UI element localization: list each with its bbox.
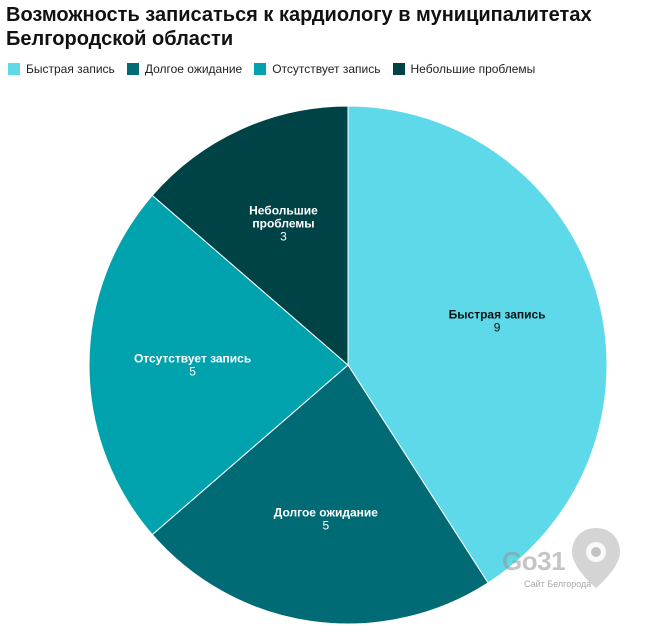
legend: Быстрая запись Долгое ожидание Отсутству…: [8, 62, 547, 76]
slice-long-wait-value: 5: [323, 518, 330, 532]
slice-minor-value: 3: [280, 230, 287, 244]
slice-missing-label: Отсутствует запись: [134, 352, 251, 366]
slice-fast[interactable]: [347, 105, 608, 584]
slice-minor-label: Небольшие проблемы: [249, 204, 318, 231]
legend-label-minor: Небольшие проблемы: [410, 62, 536, 76]
map-pin-icon: [572, 528, 620, 588]
slice-missing-value: 5: [189, 365, 196, 379]
legend-swatch-fast: [8, 63, 20, 75]
legend-item-minor[interactable]: Небольшие проблемы: [392, 62, 536, 76]
legend-label-missing: Отсутствует запись: [272, 62, 381, 76]
legend-swatch-long-wait: [126, 63, 139, 75]
pie-slices: [88, 105, 608, 625]
legend-label-fast: Быстрая запись: [26, 62, 115, 76]
legend-item-long-wait[interactable]: Долгое ожидание: [126, 62, 243, 76]
chart-title: Возможность записаться к кардиологу в му…: [6, 4, 592, 50]
watermark-brand: Go31: [502, 546, 566, 576]
watermark-subtitle: Сайт Белгорода: [524, 579, 592, 589]
legend-item-fast[interactable]: Быстрая запись: [8, 62, 115, 76]
watermark: Go31 Сайт Белгорода: [500, 526, 630, 590]
slice-fast-label: Быстрая запись: [449, 308, 546, 322]
slice-long-wait[interactable]: [151, 364, 489, 625]
legend-swatch-missing: [254, 63, 267, 75]
slice-fast-value: 9: [494, 321, 501, 335]
slice-long-wait-label: Долгое ожидание: [274, 505, 379, 519]
legend-label-long-wait: Долгое ожидание: [144, 62, 243, 76]
legend-item-missing[interactable]: Отсутствует запись: [254, 62, 381, 76]
slice-minor[interactable]: [151, 105, 349, 367]
legend-swatch-minor: [392, 63, 405, 75]
slice-missing[interactable]: [88, 194, 349, 536]
